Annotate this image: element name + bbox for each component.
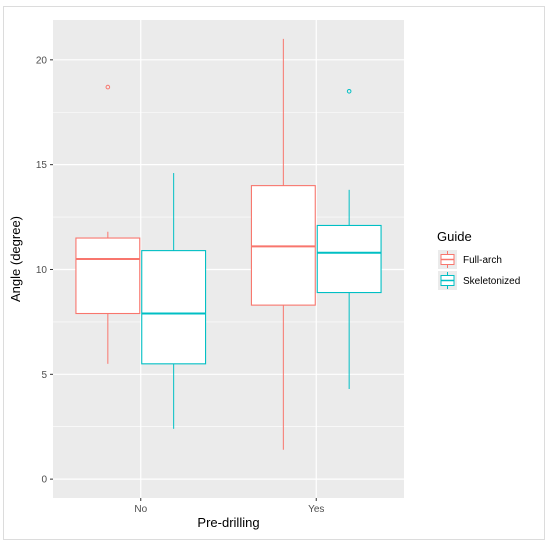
box-full-arch-yes	[250, 38, 316, 450]
x-tick-label: Yes	[308, 504, 324, 515]
box-body	[250, 185, 316, 306]
legend-label: Skeletonized	[463, 276, 520, 287]
y-tick-label: 20	[36, 55, 48, 66]
legend-item-skeletonized: Skeletonized	[438, 271, 520, 290]
y-tick-label: 5	[41, 370, 47, 381]
box-skeletonized-yes	[316, 88, 382, 389]
box-body	[141, 250, 207, 365]
x-tick-label: No	[134, 504, 147, 515]
x-axis-title: Pre-drilling	[197, 515, 259, 530]
outlier-point	[105, 84, 111, 90]
legend-label: Full-arch	[463, 255, 502, 266]
legend-title: Guide	[437, 229, 472, 244]
legend-item-full-arch: Full-arch	[438, 250, 502, 269]
y-axis: 0 5 10 15 20	[36, 55, 53, 486]
box-skeletonized-no	[141, 173, 207, 429]
figure-frame	[3, 6, 545, 540]
y-axis-title: Angle (degree)	[8, 216, 23, 302]
y-tick-label: 10	[36, 265, 48, 276]
x-axis: No Yes	[134, 498, 324, 515]
legend: Guide Full-arch Skeletonized	[437, 229, 520, 290]
grid-minor	[53, 111, 404, 428]
outlier-point	[346, 88, 352, 94]
box-body	[316, 224, 382, 294]
boxes	[75, 38, 382, 450]
box-body	[75, 237, 141, 315]
box-full-arch-no	[75, 84, 141, 364]
y-tick-label: 0	[41, 475, 47, 486]
y-tick-label: 15	[36, 160, 48, 171]
